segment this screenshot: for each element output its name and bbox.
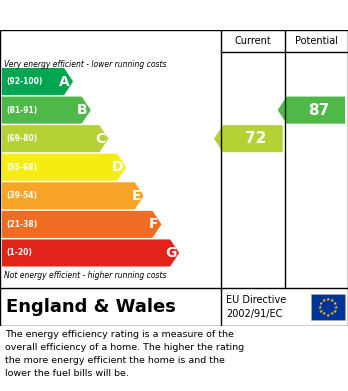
Text: ★: ★: [319, 308, 323, 314]
Text: ★: ★: [326, 312, 330, 317]
Text: Potential: Potential: [295, 36, 338, 46]
Text: ★: ★: [333, 308, 337, 314]
Text: (39-54): (39-54): [6, 191, 37, 200]
Text: (81-91): (81-91): [6, 106, 37, 115]
Text: (92-100): (92-100): [6, 77, 42, 86]
Text: (69-80): (69-80): [6, 134, 37, 143]
Polygon shape: [2, 211, 161, 238]
Text: ★: ★: [330, 311, 334, 316]
Text: ★: ★: [322, 311, 326, 316]
Text: ★: ★: [334, 305, 338, 310]
Text: ★: ★: [326, 296, 330, 301]
Text: F: F: [149, 217, 158, 231]
Text: E: E: [131, 189, 141, 203]
Text: (1-20): (1-20): [6, 248, 32, 257]
Text: ★: ★: [322, 298, 326, 303]
Text: Energy Efficiency Rating: Energy Efficiency Rating: [9, 7, 230, 23]
Text: A: A: [60, 75, 70, 88]
Text: Very energy efficient - lower running costs: Very energy efficient - lower running co…: [4, 60, 166, 69]
Text: B: B: [77, 103, 88, 117]
Text: (21-38): (21-38): [6, 220, 37, 229]
Text: England & Wales: England & Wales: [6, 298, 176, 316]
Text: C: C: [95, 132, 105, 146]
Polygon shape: [2, 154, 126, 181]
Text: ★: ★: [318, 305, 322, 310]
Text: (55-68): (55-68): [6, 163, 37, 172]
Text: ★: ★: [319, 301, 323, 305]
Polygon shape: [2, 97, 91, 124]
Bar: [311, 294, 345, 320]
Polygon shape: [2, 182, 144, 209]
Polygon shape: [214, 125, 283, 152]
Polygon shape: [2, 68, 73, 95]
Text: 72: 72: [245, 131, 267, 146]
Text: The energy efficiency rating is a measure of the
overall efficiency of a home. T: The energy efficiency rating is a measur…: [5, 330, 244, 378]
Polygon shape: [2, 125, 109, 152]
Text: ★: ★: [330, 298, 334, 303]
Polygon shape: [278, 97, 345, 124]
Text: G: G: [165, 246, 176, 260]
Text: D: D: [112, 160, 123, 174]
Text: Current: Current: [235, 36, 271, 46]
Text: ★: ★: [333, 301, 337, 305]
Text: EU Directive
2002/91/EC: EU Directive 2002/91/EC: [226, 295, 286, 319]
Text: 87: 87: [308, 102, 330, 118]
Text: Not energy efficient - higher running costs: Not energy efficient - higher running co…: [4, 271, 166, 280]
Polygon shape: [2, 239, 179, 267]
